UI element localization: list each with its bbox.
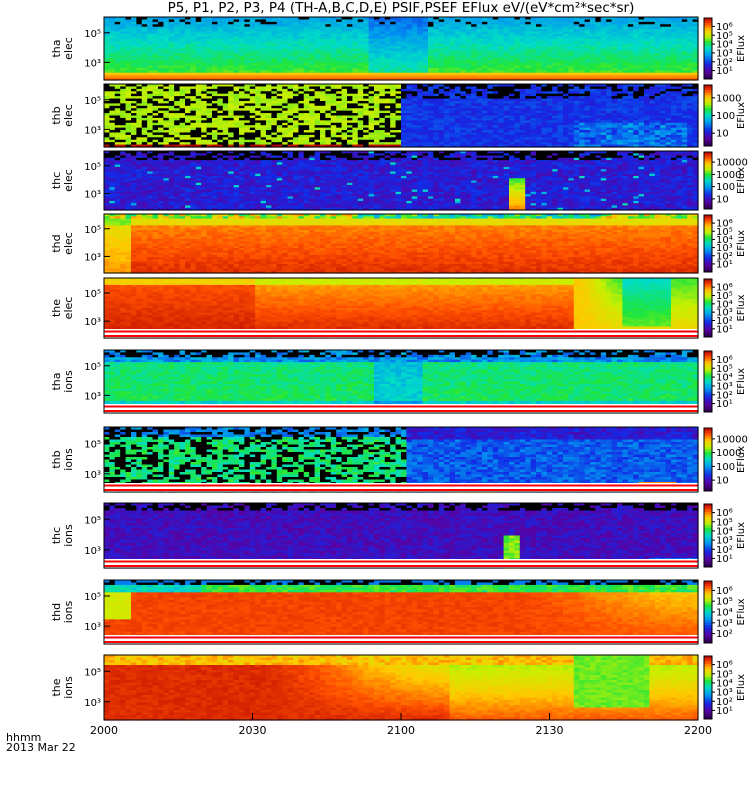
y-tick-label: 10³ [84,58,101,69]
y-tick-label: 10⁵ [84,29,101,40]
colorbar-label: EFlux [736,35,747,62]
spectrogram-panel-thb-elec: 10⁵10³thb elec100010010EFlux [50,84,747,148]
colorbar-tick-label: 10¹ [716,66,733,77]
panel-label-species: elec [62,37,75,60]
